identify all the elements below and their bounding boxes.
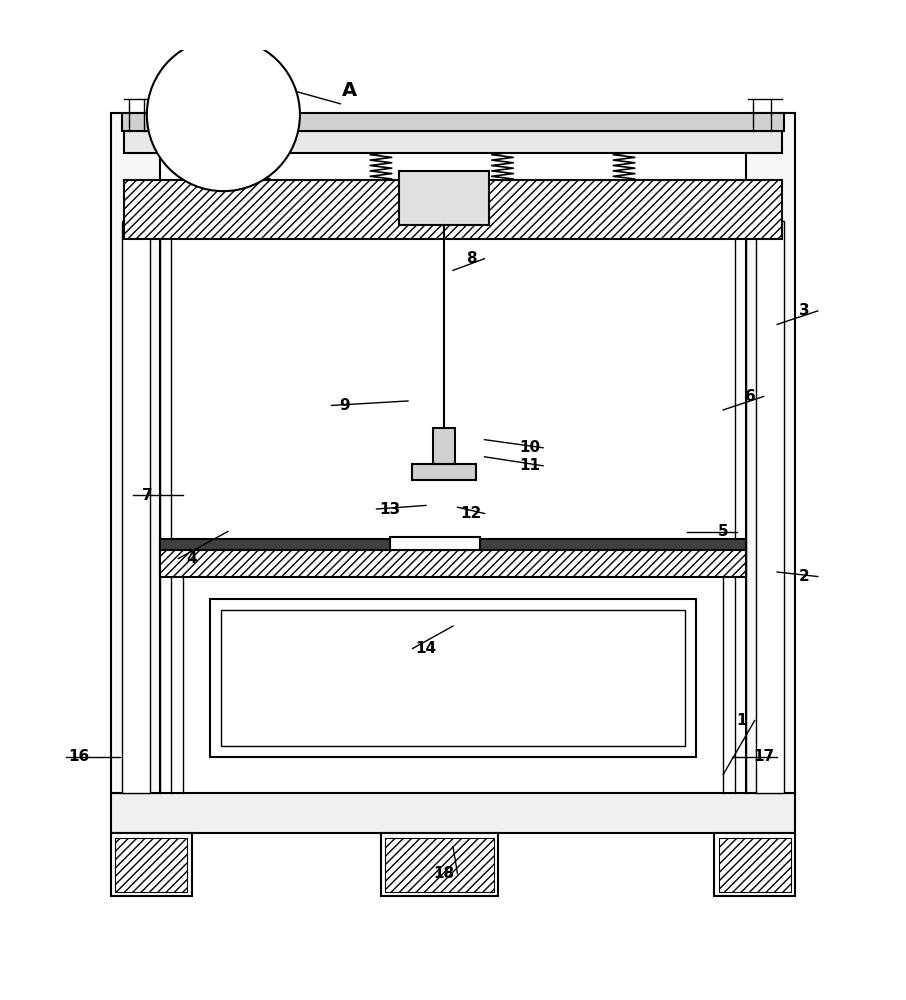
- Bar: [718, 838, 791, 892]
- Bar: [385, 838, 494, 892]
- Text: 16: 16: [69, 749, 90, 764]
- Bar: [746, 113, 795, 793]
- Bar: [160, 550, 746, 577]
- Text: 18: 18: [433, 866, 455, 881]
- Bar: [160, 539, 746, 550]
- Text: 9: 9: [340, 398, 351, 413]
- Text: 3: 3: [799, 303, 809, 318]
- Bar: [390, 537, 480, 550]
- Text: 17: 17: [753, 749, 775, 764]
- Bar: [111, 793, 795, 833]
- Text: 7: 7: [141, 488, 152, 503]
- Bar: [121, 113, 785, 131]
- Bar: [111, 833, 192, 896]
- Bar: [210, 599, 696, 757]
- Bar: [124, 180, 782, 239]
- Bar: [121, 221, 149, 793]
- Text: A: A: [342, 81, 357, 100]
- Text: 10: 10: [519, 440, 540, 455]
- Circle shape: [147, 38, 300, 191]
- Text: 12: 12: [460, 506, 482, 521]
- Text: 4: 4: [187, 551, 198, 566]
- Bar: [111, 113, 160, 793]
- Bar: [714, 833, 795, 896]
- Bar: [399, 171, 489, 225]
- Bar: [221, 610, 685, 746]
- Bar: [412, 464, 476, 480]
- Text: 11: 11: [519, 458, 540, 473]
- Bar: [381, 833, 498, 896]
- Text: 14: 14: [416, 641, 437, 656]
- Text: 1: 1: [736, 713, 747, 728]
- Bar: [124, 131, 782, 153]
- Text: 2: 2: [799, 569, 810, 584]
- Text: 8: 8: [466, 251, 477, 266]
- Text: 6: 6: [745, 389, 756, 404]
- Text: 13: 13: [380, 502, 400, 517]
- Text: 5: 5: [718, 524, 728, 539]
- Bar: [757, 221, 785, 793]
- Bar: [433, 428, 455, 464]
- Bar: [115, 838, 188, 892]
